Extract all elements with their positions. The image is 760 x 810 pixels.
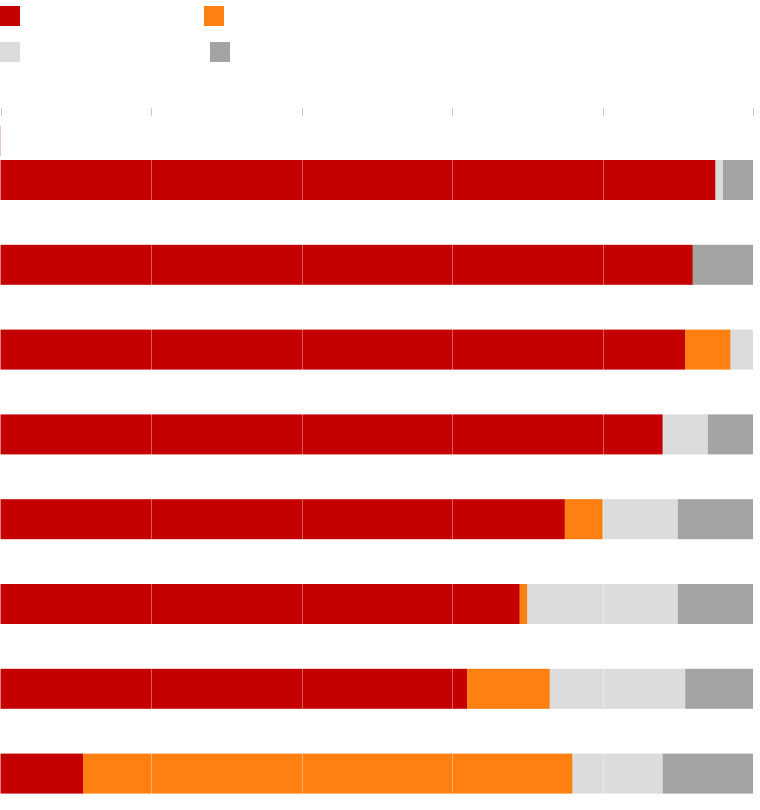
bar-segment-row4-series4 — [707, 414, 753, 455]
legend-swatch-3 — [0, 42, 20, 62]
bar-segment-row8-series4 — [662, 753, 753, 794]
bar-segment-row4-series3 — [662, 414, 708, 455]
bar-segment-row8-series1 — [0, 753, 84, 794]
bar-segment-row6-series1 — [0, 584, 520, 624]
bar-segment-row7-series3 — [549, 668, 686, 709]
legend — [0, 6, 230, 62]
legend-swatch-1 — [0, 6, 20, 26]
gridlines — [151, 160, 604, 794]
bar-segment-row3-series3 — [730, 329, 753, 370]
bar-segment-row3-series1 — [0, 329, 686, 370]
x-axis — [0, 108, 754, 156]
bar-segment-row8-series2 — [83, 753, 573, 794]
plot-area — [0, 160, 753, 794]
bar-segment-row7-series2 — [467, 668, 550, 709]
bar-segment-row1-series1 — [0, 160, 716, 200]
bar-segment-row1-series4 — [722, 160, 753, 200]
bar-segment-row4-series1 — [0, 414, 663, 455]
legend-swatch-4 — [210, 42, 230, 62]
bar-segment-row5-series1 — [0, 499, 565, 540]
bar-segment-row2-series4 — [692, 244, 753, 285]
legend-swatch-2 — [204, 6, 224, 26]
bar-segment-row5-series3 — [602, 499, 678, 540]
bar-segment-row5-series2 — [564, 499, 603, 540]
bar-segment-row6-series4 — [677, 584, 753, 624]
bar-segment-row7-series4 — [685, 668, 753, 709]
bar-segment-row6-series2 — [519, 584, 528, 624]
bar-segment-row1-series3 — [715, 160, 723, 200]
bar-segment-row6-series3 — [527, 584, 678, 624]
bar-segment-row8-series3 — [572, 753, 663, 794]
bar-segment-row3-series2 — [685, 329, 731, 370]
bar-segment-row2-series1 — [0, 244, 693, 285]
bar-segment-row7-series1 — [0, 668, 468, 709]
bar-segment-row5-series4 — [677, 499, 753, 540]
